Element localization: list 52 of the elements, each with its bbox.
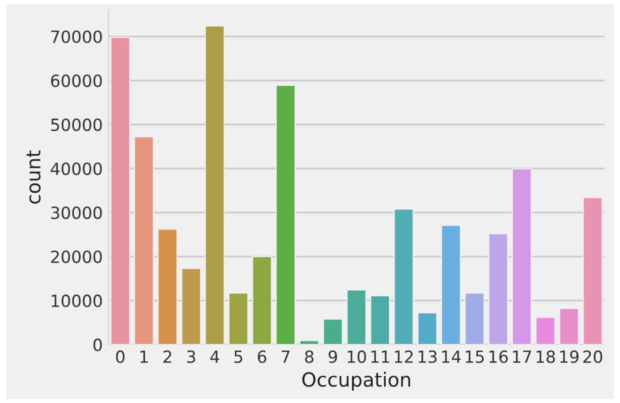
x-tick-label: 12 (394, 350, 413, 363)
bar (110, 36, 130, 345)
bar (158, 228, 178, 345)
bar (228, 292, 248, 345)
bar (512, 168, 532, 345)
y-tick-label: 0 (93, 338, 102, 352)
bar (535, 316, 556, 345)
y-tick-label: 60000 (51, 74, 102, 88)
x-tick-label: 17 (513, 350, 532, 363)
x-tick-label: 7 (282, 350, 290, 363)
x-tick-label: 18 (536, 350, 555, 364)
bar (559, 308, 580, 345)
bar (488, 233, 508, 345)
bar (204, 25, 225, 345)
x-tick-label: 20 (583, 350, 602, 364)
x-tick-label: 9 (328, 350, 338, 364)
y-tick-label: 70000 (51, 30, 102, 44)
x-tick-label: 16 (489, 350, 508, 364)
x-tick-label: 15 (466, 350, 484, 364)
x-axis-title: Occupation (302, 372, 410, 391)
bar (276, 84, 296, 345)
x-tick-label: 2 (163, 350, 172, 363)
x-tick-label: 14 (442, 350, 461, 363)
y-tick-label: 20000 (51, 250, 102, 264)
y-tick-label: 30000 (51, 206, 102, 220)
x-tick-label: 3 (187, 350, 196, 364)
y-axis-title: count (26, 150, 41, 204)
bar (582, 197, 603, 345)
x-tick-label: 11 (371, 350, 390, 363)
x-tick-label: 0 (116, 350, 125, 364)
bar (322, 318, 343, 345)
x-tick-label: 6 (258, 350, 266, 364)
bar (394, 208, 414, 345)
x-tick-label: 19 (560, 350, 579, 364)
bar (417, 312, 438, 345)
bar (440, 224, 461, 345)
x-tick-label: 10 (348, 350, 366, 364)
bar (134, 136, 154, 345)
y-tick-label: 40000 (50, 162, 102, 176)
x-tick-label: 5 (234, 350, 242, 364)
bar (299, 340, 320, 345)
bar (370, 295, 390, 345)
bar (464, 292, 485, 345)
bar (346, 289, 367, 345)
x-tick-label: 1 (140, 350, 148, 363)
x-tick-label: 13 (418, 350, 437, 364)
x-tick-label: 4 (210, 350, 220, 363)
x-tick-label: 8 (305, 350, 314, 364)
y-tick-label: 50000 (51, 118, 102, 132)
bar (181, 268, 202, 345)
y-tick-label: 10000 (52, 294, 102, 308)
bar (252, 256, 272, 345)
